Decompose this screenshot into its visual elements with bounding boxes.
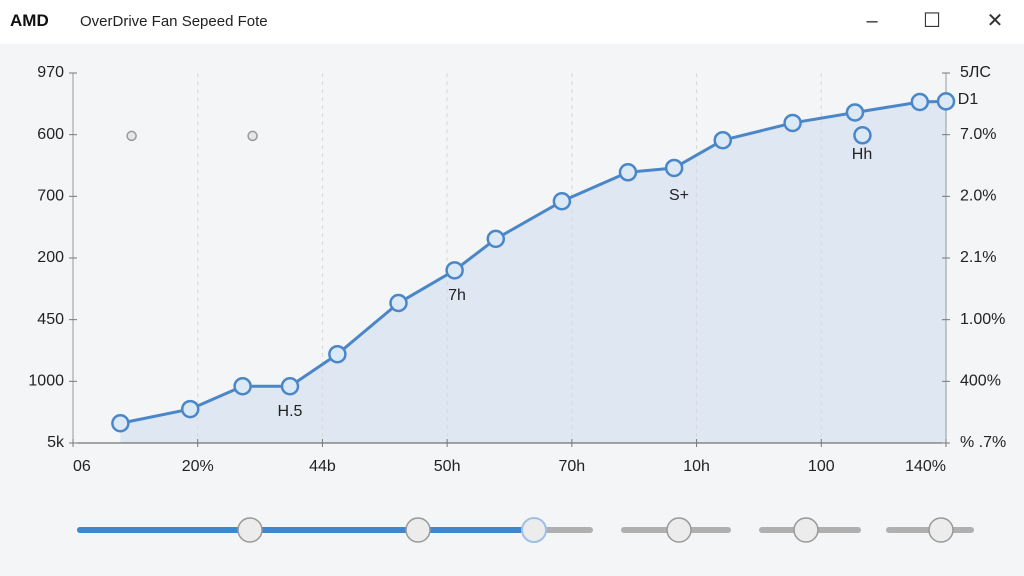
chart: 5k 1000 450 200 700 600 970 % .7% 400% 1.00% 2.1% 2… [28,64,1006,543]
x-tick-label: 140% [905,458,946,475]
slider-thumb[interactable] [237,517,263,543]
annotation: S+ [669,187,689,204]
y2-tick-label: % .7% [960,434,1006,451]
point [486,229,506,249]
annotation: H.5 [278,403,303,420]
y2-tick-label: 7.0% [960,126,996,143]
minimize-button[interactable]: – [866,10,878,32]
y-tick-label: 5k [47,434,65,451]
y2-tick-label: 400% [960,373,1001,390]
annotation: Hh [852,146,872,163]
annotation: 7h [448,287,466,304]
y-tick-label: 450 [37,311,64,328]
close-button[interactable]: ✕ [986,10,1004,32]
window-title: OverDrive Fan Sepeed Fote [80,13,268,30]
point [389,293,408,313]
logo: AMD [10,11,49,30]
x-tick-label: 70h [559,458,586,475]
slider-thumb[interactable] [928,517,954,543]
title-bar: AMD OverDrive Fan Sepeed Fote – ☐ ✕ [0,0,1024,44]
slider-thumb[interactable] [521,517,547,543]
slider-thumb[interactable] [666,517,692,543]
x-tick-label: 100 [808,458,835,475]
point [328,344,347,364]
point [853,126,872,145]
point [618,163,638,182]
point [180,399,200,419]
y2-tick-label: 5ЛC [960,64,991,81]
annotation: D1 [958,91,979,108]
slider-thumb[interactable] [793,517,819,543]
point [445,261,464,280]
line [120,99,947,425]
y-tick-label: 600 [37,126,64,143]
x-tick-label: 10h [683,458,710,475]
point [845,103,865,122]
area [120,101,947,443]
y-tick-label: 200 [37,249,64,266]
point [936,92,956,111]
x-tick-label: 44b [309,458,336,475]
y2-tick-label: 1.00% [960,311,1005,328]
x-tick-label: 06 [73,458,91,475]
y-tick-label: 700 [37,188,64,205]
slider-thumb[interactable] [405,517,431,543]
point [233,377,252,396]
point [111,414,130,433]
point [783,113,802,133]
sliders [77,517,974,543]
point [552,192,572,211]
point [910,92,930,112]
y-tick-label: 1000 [28,373,64,390]
y2-tick-label: 2.1% [960,249,996,266]
point [280,377,300,396]
y2-tick-label: 2.0% [960,188,996,205]
maximize-button[interactable]: ☐ [923,10,941,32]
x-tick-label: 50h [434,458,461,475]
point [713,130,733,150]
x-tick-label: 20% [182,458,214,475]
point [126,130,137,142]
point [664,158,684,178]
point [247,130,258,142]
y-tick-label: 970 [37,64,64,81]
